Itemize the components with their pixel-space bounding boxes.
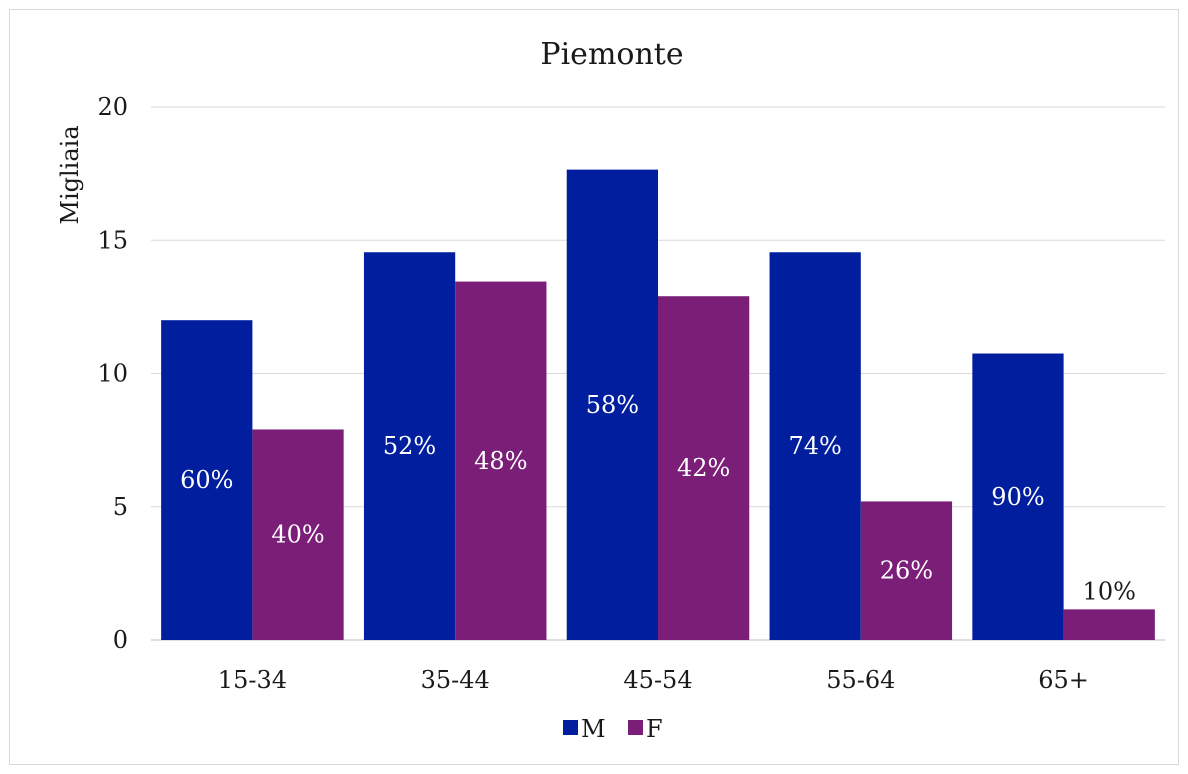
bar-F-65+ <box>1063 609 1155 640</box>
x-tick-label: 65+ <box>1038 666 1089 694</box>
data-label-M-15-34: 60% <box>180 466 233 494</box>
legend-swatch-M <box>563 720 578 735</box>
x-tick-label: 35-44 <box>421 666 490 694</box>
data-label-F-35-44: 48% <box>474 447 527 475</box>
bar-M-15-34 <box>161 320 253 640</box>
bar-F-35-44 <box>455 281 547 640</box>
y-tick-label: 0 <box>113 626 128 654</box>
bar-M-65+ <box>972 353 1064 640</box>
data-label-M-35-44: 52% <box>383 432 436 460</box>
bar-M-55-64 <box>769 252 861 640</box>
data-label-M-55-64: 74% <box>788 432 841 460</box>
data-label-M-45-54: 58% <box>586 391 639 419</box>
x-tick-label: 45-54 <box>623 666 692 694</box>
data-label-F-65+: 10% <box>1083 577 1136 605</box>
y-tick-label: 15 <box>97 226 128 254</box>
legend-label-F: F <box>646 715 663 743</box>
bar-F-15-34 <box>252 429 344 640</box>
bars <box>161 169 1155 640</box>
y-axis-ticks: 0 5 10 15 20 <box>97 93 128 654</box>
y-tick-label: 10 <box>97 360 128 388</box>
bar-M-35-44 <box>363 252 456 640</box>
legend-label-M: M <box>581 715 606 743</box>
bar-F-45-54 <box>658 296 750 640</box>
data-label-F-45-54: 42% <box>677 454 730 482</box>
data-label-F-15-34: 40% <box>271 521 324 549</box>
bar-M-45-54 <box>566 169 658 640</box>
y-tick-label: 20 <box>97 93 128 121</box>
x-tick-label: 15-34 <box>218 666 287 694</box>
chart-title: Piemonte <box>540 37 683 72</box>
bar-F-55-64 <box>860 501 953 640</box>
x-tick-label: 55-64 <box>826 666 895 694</box>
data-label-F-55-64: 26% <box>880 557 933 585</box>
y-axis-label: Migliaia <box>56 125 84 224</box>
x-axis-ticks: 15-34 35-44 45-54 55-64 65+ <box>218 666 1089 694</box>
data-label-M-65+: 90% <box>991 483 1044 511</box>
legend-swatch-F <box>628 720 643 735</box>
data-labels: 60% 40% 52% 48% 58% 42% 74% 26% 90% 10% <box>180 391 1136 606</box>
y-tick-label: 5 <box>113 493 128 521</box>
